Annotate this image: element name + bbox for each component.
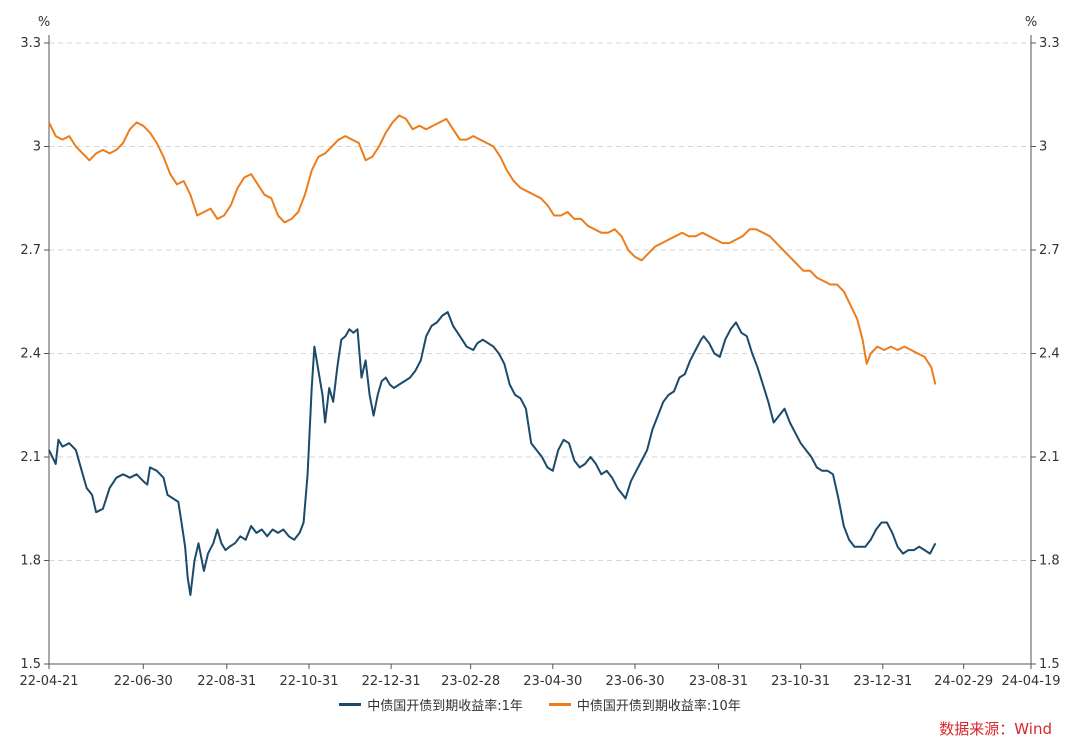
legend-label-1y: 中债国开债到期收益率:1年 (367, 698, 523, 714)
gridlines (49, 42, 1031, 561)
x-tick-label: 23-12-31 (853, 674, 912, 689)
legend: 中债国开债到期收益率:1年 中债国开债到期收益率:10年 (0, 694, 1080, 714)
y-tick-label-left: 3.3 (20, 36, 41, 51)
y-tick-label-right: 2.7 (1039, 243, 1060, 258)
x-tick-label: 23-02-28 (441, 674, 500, 689)
x-axis-labels: 22-04-21 22-06-30 22-08-31 22-10-31 22-12-31… (19, 674, 1060, 689)
legend-swatch-10y (548, 702, 571, 706)
y-axis-right-labels: 1.5 1.8 2.1 2.4 2.7 3 3.3 (1039, 36, 1060, 672)
y-unit-left: % (38, 15, 50, 30)
x-tick-label: 23-10-31 (771, 674, 830, 689)
line-chart: 1.51.82.12.42.733.3 1.51.82.12.42.733.3 … (19, 15, 1060, 689)
x-tick-label: 22-12-31 (362, 674, 421, 689)
y-unit-right: % (1025, 15, 1037, 30)
axes (44, 35, 1036, 669)
series-lines (48, 114, 937, 596)
y-tick-label-left: 2.7 (20, 243, 41, 258)
series-line-10y (48, 114, 937, 385)
x-tick-label: 22-10-31 (279, 674, 338, 689)
y-tick-label-right: 3.3 (1039, 36, 1060, 51)
y-tick-label-right: 3 (1039, 140, 1047, 155)
data-source: 数据来源：Wind (939, 720, 1052, 738)
y-tick-label-left: 3 (33, 140, 41, 155)
x-tick-label: 22-06-30 (114, 674, 173, 689)
x-tick-label: 23-04-30 (523, 674, 582, 689)
y-tick-label-left: 1.5 (20, 657, 41, 672)
legend-label-10y: 中债国开债到期收益率:10年 (576, 698, 741, 714)
legend-swatch-1y (339, 702, 362, 706)
legend-item-10y: 中债国开债到期收益率:10年 (548, 695, 741, 714)
x-tick-label: 24-04-19 (1001, 674, 1060, 689)
legend-item-1y: 中债国开债到期收益率:1年 (339, 695, 523, 714)
y-tick-label-right: 2.1 (1039, 450, 1060, 465)
y-tick-label-right: 1.8 (1039, 554, 1060, 569)
y-tick-label-right: 2.4 (1039, 347, 1060, 362)
x-tick-label: 24-02-29 (934, 674, 993, 689)
y-tick-label-left: 1.8 (20, 554, 41, 569)
x-tick-label: 22-08-31 (197, 674, 256, 689)
y-tick-label-right: 1.5 (1039, 657, 1060, 672)
x-tick-label: 22-04-21 (19, 674, 78, 689)
series-line-1y (48, 311, 937, 596)
y-tick-label-left: 2.1 (20, 450, 41, 465)
x-tick-label: 23-08-31 (689, 674, 748, 689)
x-tick-label: 23-06-30 (605, 674, 664, 689)
y-axis-left-labels: 1.5 1.8 2.1 2.4 2.7 3 3.3 (20, 36, 41, 672)
y-tick-label-left: 2.4 (20, 347, 41, 362)
